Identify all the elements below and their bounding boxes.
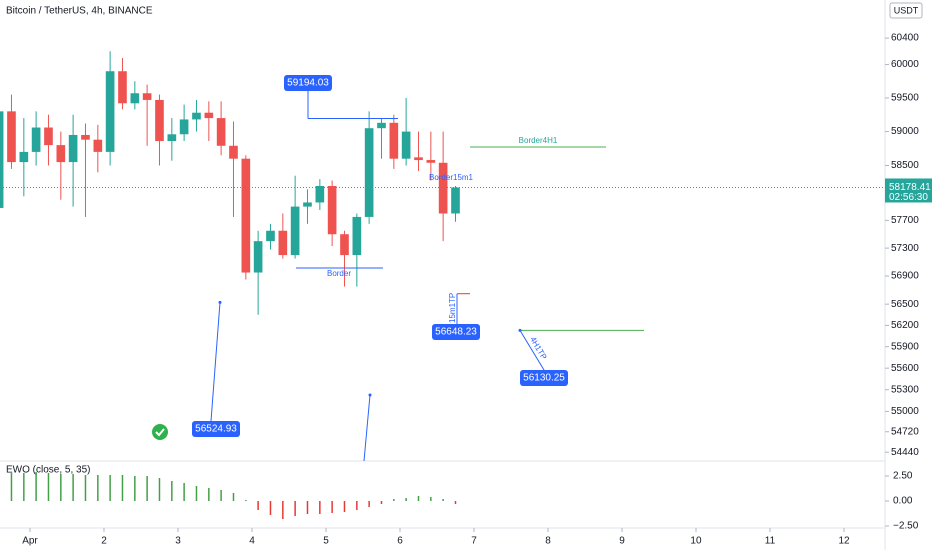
candle-body <box>451 187 460 214</box>
annotation-text: Border4H1 <box>519 136 558 145</box>
x-tick-label: 8 <box>545 536 551 547</box>
candle-body <box>7 111 16 163</box>
y-tick-label: 55900 <box>891 341 919 352</box>
y-tick-label: 56500 <box>891 299 919 310</box>
candle-body <box>303 202 312 207</box>
candle-body <box>426 160 436 163</box>
candle-body <box>19 151 29 163</box>
candle-body <box>105 71 115 152</box>
candle-body <box>401 131 411 159</box>
plot-area <box>0 51 460 519</box>
last-price-box <box>885 178 932 203</box>
last-price-label: 58178.41 <box>889 182 931 193</box>
candle-body <box>118 71 127 104</box>
candle-body <box>315 185 325 203</box>
price-label: 59194.03 <box>287 78 329 89</box>
price-label-box <box>192 421 240 437</box>
y-tick-label: 55600 <box>891 363 919 374</box>
candle-body <box>241 158 251 273</box>
y-tick-label: 60400 <box>891 33 919 44</box>
currency-box[interactable] <box>889 2 923 19</box>
y-tick-label: 56900 <box>891 271 919 282</box>
y-tick-label: 57700 <box>891 215 919 226</box>
price-label: 56524.93 <box>195 424 237 435</box>
indicator-tick-label: 0.00 <box>893 496 913 507</box>
y-tick-label: 55300 <box>891 384 919 395</box>
currency: USDT <box>894 5 919 15</box>
price-label-box <box>520 370 568 386</box>
price-label: 56130.25 <box>523 373 565 384</box>
y-tick-label: 55000 <box>891 406 919 417</box>
candle-body <box>364 128 374 217</box>
check-icon <box>152 424 168 440</box>
candle-body <box>142 93 152 100</box>
candle-body <box>352 216 362 256</box>
indicator-tick-label: 2.50 <box>893 471 913 482</box>
y-tick-label: 54720 <box>891 426 919 437</box>
indicator-tick-label: −2.50 <box>893 521 919 532</box>
y-tick-label: 60000 <box>891 59 919 70</box>
candle-body <box>389 122 399 159</box>
y-tick-label: 56200 <box>891 320 919 331</box>
candle-body <box>81 134 90 140</box>
annotation-text: 15m1TP <box>448 293 457 323</box>
x-tick-label: 4 <box>249 536 255 547</box>
y-tick-label: 54440 <box>891 447 919 458</box>
candle-body <box>438 162 448 214</box>
candle-body <box>290 206 300 256</box>
candle-body <box>56 145 66 163</box>
chart-title: Bitcoin / TetherUS, 4h, BINANCE <box>6 6 153 17</box>
price-label-box <box>432 324 480 340</box>
candle-body <box>155 99 164 142</box>
candle-body <box>229 145 238 159</box>
y-tick-label: 57300 <box>891 243 919 254</box>
price-label-box <box>284 75 332 91</box>
candle-body <box>44 127 53 146</box>
candle-body <box>130 93 140 104</box>
annotation-line <box>210 302 221 422</box>
candle-body <box>192 112 201 120</box>
indicator-name: EWO (close, 5, 35) <box>6 465 90 476</box>
candle-body <box>0 111 4 208</box>
candle-body <box>68 134 78 163</box>
x-tick-label: 2 <box>101 536 107 547</box>
x-tick-label: Apr <box>22 536 38 547</box>
y-tick-label: 59000 <box>891 126 919 137</box>
y-tick-label: 59500 <box>891 93 919 104</box>
x-tick-label: 9 <box>619 536 625 547</box>
candle-body <box>340 234 349 256</box>
candle-body <box>31 127 41 152</box>
candle-body <box>327 185 337 235</box>
candle-body <box>93 139 103 152</box>
x-tick-label: 7 <box>471 536 477 547</box>
candle-body <box>179 119 189 135</box>
candle-body <box>167 134 177 142</box>
annotation-line <box>519 330 545 371</box>
annotation-text: Border <box>327 269 351 278</box>
x-tick-label: 12 <box>838 536 850 547</box>
x-tick-label: 3 <box>175 536 181 547</box>
annotation-text: Border15m1 <box>429 173 474 182</box>
annotation-point <box>368 393 372 397</box>
candle-body <box>204 112 214 119</box>
x-tick-label: 6 <box>397 536 403 547</box>
candle-body <box>216 118 226 146</box>
price-label: 56648.23 <box>435 327 477 338</box>
candle-body <box>414 157 423 161</box>
candle-body <box>278 230 288 256</box>
candle-body <box>266 230 275 242</box>
x-tick-label: 5 <box>323 536 329 547</box>
annotation-line <box>363 394 371 462</box>
countdown: 02:56:30 <box>889 192 928 203</box>
x-tick-label: 11 <box>765 536 776 547</box>
x-tick-label: 10 <box>690 536 702 547</box>
candle-body <box>377 122 386 129</box>
y-tick-label: 58500 <box>891 160 919 171</box>
candle-body <box>253 241 263 273</box>
